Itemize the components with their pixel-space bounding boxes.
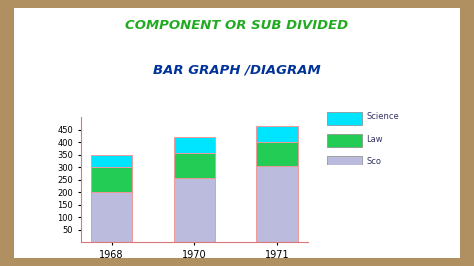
Bar (327, 134, 362, 147)
Text: Sco: Sco (366, 157, 382, 166)
Text: COMPONENT OR SUB DIVIDED: COMPONENT OR SUB DIVIDED (126, 19, 348, 32)
Bar (327, 156, 362, 169)
Bar (173, 153, 215, 178)
Bar (173, 178, 215, 242)
Bar (327, 112, 362, 124)
Text: BAR GRAPH /DIAGRAM: BAR GRAPH /DIAGRAM (153, 64, 321, 77)
Text: Law: Law (366, 135, 383, 144)
Bar (173, 137, 215, 153)
Bar (91, 155, 132, 167)
Text: Science: Science (366, 113, 399, 122)
Bar (91, 192, 132, 242)
Bar (256, 142, 298, 166)
Bar (91, 167, 132, 192)
Bar (256, 166, 298, 242)
Bar (256, 126, 298, 142)
